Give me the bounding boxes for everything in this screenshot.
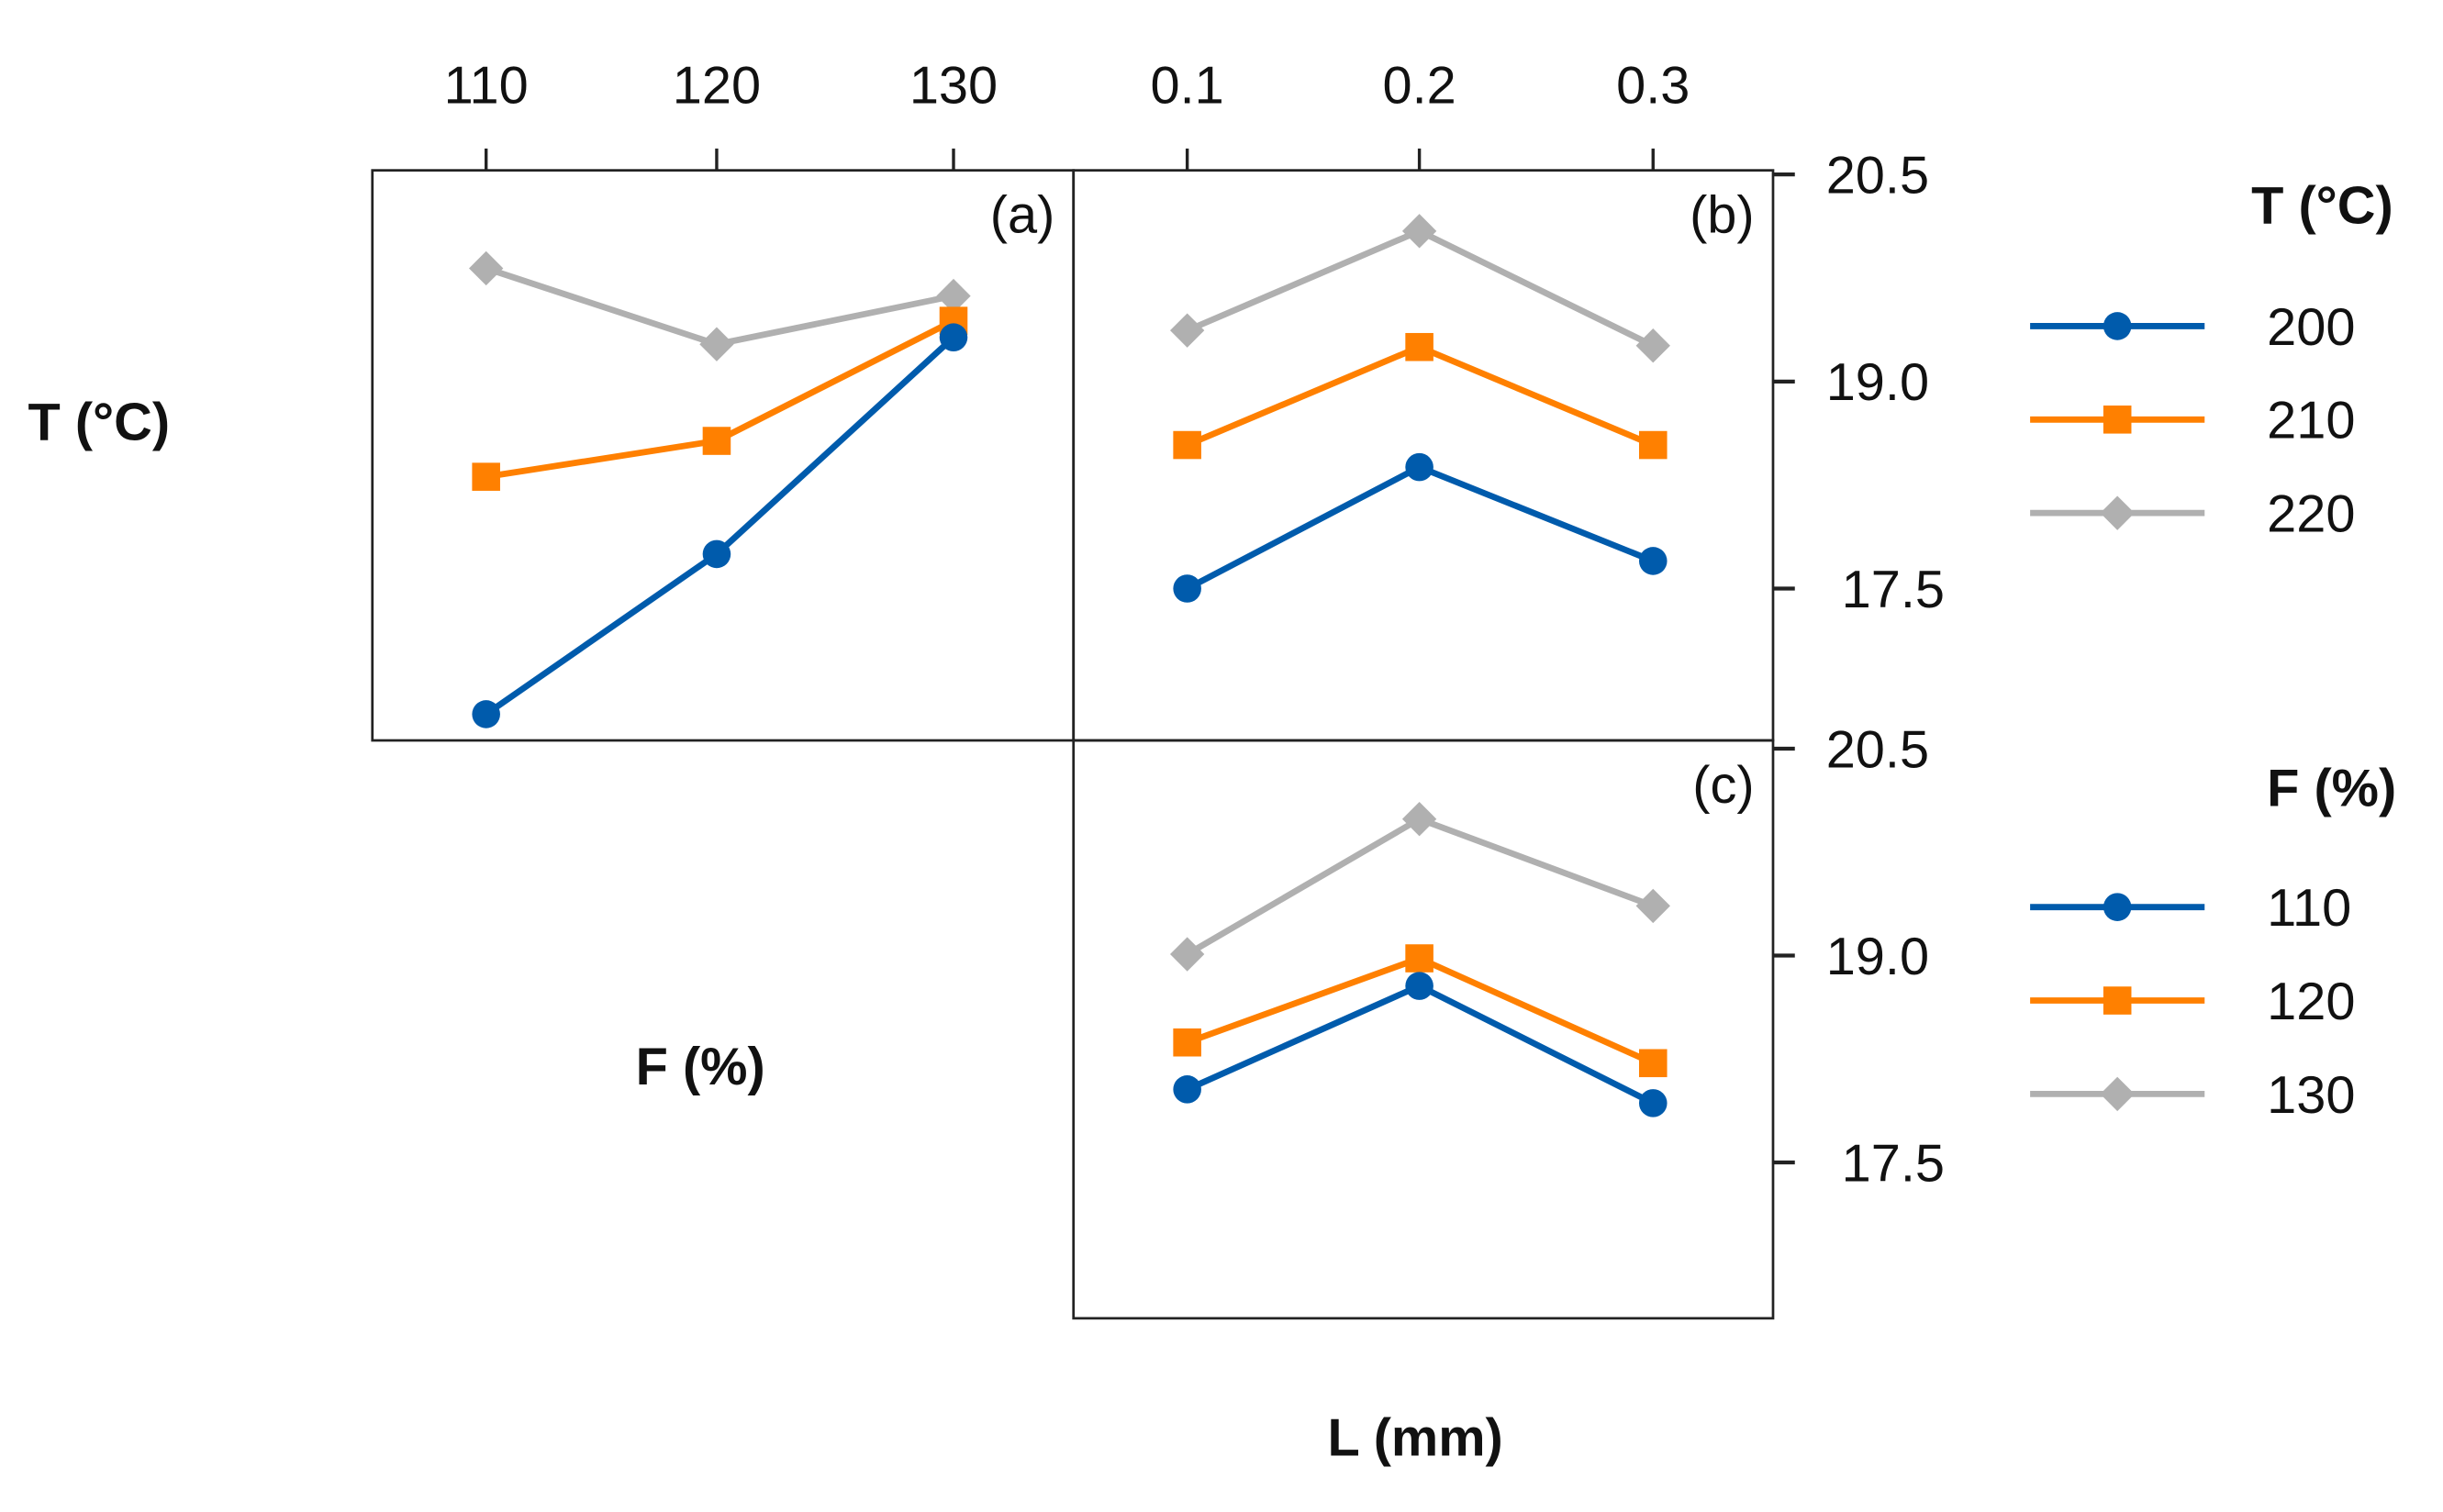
data-point-220 bbox=[1401, 214, 1437, 249]
panel-frame bbox=[1072, 739, 1775, 1320]
panel-a-ylabel: T (°C) bbox=[28, 393, 171, 451]
x-tick-label: 130 bbox=[909, 57, 998, 116]
series-line-200 bbox=[484, 335, 956, 717]
bottom-xlabel: L (mm) bbox=[1327, 1408, 1502, 1467]
series-line-220 bbox=[1186, 228, 1655, 349]
data-point-210 bbox=[702, 427, 731, 455]
data-point-220 bbox=[1635, 328, 1670, 363]
legend-T-title: T (°C) bbox=[2251, 176, 2393, 235]
data-point-110 bbox=[1405, 972, 1433, 1000]
panel-c-ylabel: F (%) bbox=[636, 1038, 765, 1096]
data-point-200 bbox=[1173, 574, 1201, 603]
legend-label: 210 bbox=[2267, 392, 2355, 450]
data-point-120 bbox=[1173, 1028, 1201, 1057]
panel-frame bbox=[371, 169, 1076, 742]
data-point-200 bbox=[1638, 547, 1668, 575]
data-point-210 bbox=[1173, 430, 1201, 460]
y-tick-label: 17.5 bbox=[1842, 561, 1945, 619]
legend-marker bbox=[2103, 312, 2132, 340]
y-tick-label: 20.5 bbox=[1826, 147, 1929, 206]
panel-b: 0.1 0.2 0.3 20.5 19.0 17.5 (b) bbox=[1072, 57, 1945, 742]
data-point-110 bbox=[1173, 1075, 1201, 1104]
panel-label: (c) bbox=[1692, 756, 1754, 815]
data-point-130 bbox=[1635, 888, 1670, 924]
data-point-200 bbox=[939, 323, 968, 351]
panel-label: (b) bbox=[1690, 186, 1755, 245]
x-tick-label: 110 bbox=[444, 57, 529, 116]
y-tick-label: 17.5 bbox=[1842, 1134, 1945, 1193]
legend-F-title: F (%) bbox=[2267, 759, 2396, 817]
data-point-210 bbox=[472, 462, 500, 491]
data-point-200 bbox=[702, 539, 731, 569]
legend-label: 220 bbox=[2267, 485, 2355, 544]
y-tick-label: 19.0 bbox=[1826, 928, 1929, 986]
data-point-200 bbox=[472, 700, 500, 728]
x-tick-label: 0.3 bbox=[1616, 57, 1690, 116]
data-point-120 bbox=[1405, 944, 1433, 973]
data-point-200 bbox=[1405, 452, 1433, 482]
panel-label: (a) bbox=[990, 186, 1055, 245]
legend-marker bbox=[2103, 893, 2132, 921]
legend-label: 200 bbox=[2267, 298, 2355, 357]
x-tick-label: 0.2 bbox=[1382, 57, 1456, 116]
data-point-220 bbox=[699, 327, 734, 361]
data-point-220 bbox=[1169, 313, 1205, 348]
series-line-200 bbox=[1186, 463, 1655, 592]
data-point-120 bbox=[1638, 1049, 1668, 1078]
x-tick-label: 0.1 bbox=[1151, 57, 1224, 116]
series-line-110 bbox=[1186, 982, 1655, 1106]
legend-label: 110 bbox=[2267, 879, 2351, 938]
x-tick-label: 120 bbox=[673, 57, 761, 116]
legend-marker bbox=[2100, 495, 2135, 530]
series-line-210 bbox=[1186, 343, 1655, 449]
y-tick-label: 19.0 bbox=[1826, 353, 1929, 412]
panel-a: 110 120 130 (a) bbox=[371, 57, 1076, 742]
series-line-130 bbox=[1185, 815, 1655, 957]
data-point-220 bbox=[469, 250, 504, 286]
legend-label: 130 bbox=[2267, 1066, 2355, 1125]
legend-marker bbox=[2100, 1076, 2135, 1112]
data-point-110 bbox=[1638, 1089, 1668, 1117]
legend-label: 120 bbox=[2267, 973, 2355, 1031]
data-point-130 bbox=[1401, 802, 1437, 837]
panel-c: 20.5 19.0 17.5 (c) bbox=[1072, 720, 1945, 1320]
legend-marker bbox=[2103, 406, 2132, 434]
legend-marker bbox=[2103, 986, 2132, 1015]
data-point-210 bbox=[1638, 430, 1668, 460]
y-tick-label: 20.5 bbox=[1826, 720, 1929, 779]
data-point-130 bbox=[1169, 937, 1205, 972]
data-point-210 bbox=[1405, 332, 1433, 361]
